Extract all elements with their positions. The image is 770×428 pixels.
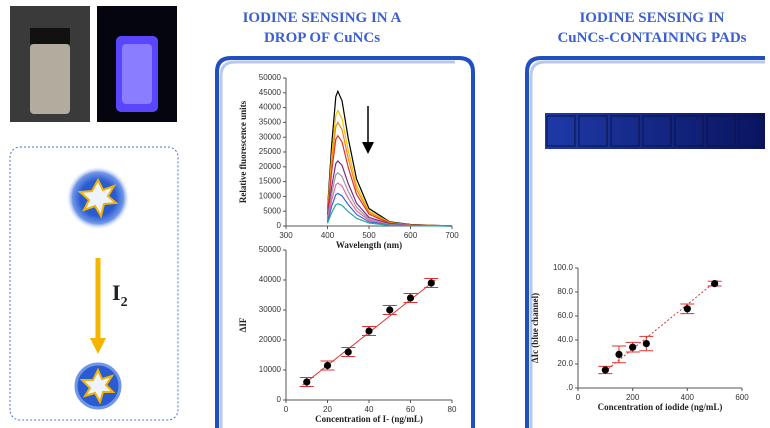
data-point <box>324 362 331 369</box>
x-tick-label: 600 <box>404 231 418 240</box>
x-tick-label: 200 <box>626 393 640 402</box>
y-tick-label: 20000 <box>259 162 282 171</box>
x-tick-label: 600 <box>735 393 749 402</box>
y-tick-label: 50000 <box>259 245 282 254</box>
y-tick-label: 20.0 <box>557 359 573 368</box>
y-tick-label: 20000 <box>259 335 282 344</box>
x-axis-label: Concentration of iodide (ng/mL) <box>598 402 723 412</box>
y-tick-label: 40000 <box>259 275 282 284</box>
x-tick-label: 400 <box>321 231 335 240</box>
x-tick-label: 500 <box>362 231 376 240</box>
data-point <box>303 378 310 385</box>
y-tick-label: 10000 <box>259 365 282 374</box>
data-point <box>407 294 414 301</box>
y-tick-label: 0 <box>277 395 282 404</box>
heading: DROP OF CuNCs <box>264 30 380 46</box>
heading: CuNCs-CONTAINING PADs <box>557 30 746 46</box>
trendline <box>605 280 717 371</box>
y-tick-label: 5000 <box>263 206 281 215</box>
y-tick-label: 30000 <box>259 305 282 314</box>
data-point <box>365 327 372 334</box>
nanocluster-after <box>76 364 120 408</box>
reagent-label: I2 <box>112 280 128 310</box>
y-axis-label: ΔIc (blue channel) <box>530 293 540 363</box>
x-axis-label: Wavelength (nm) <box>336 240 402 250</box>
data-point <box>629 344 636 351</box>
trend-arrowhead <box>362 142 374 154</box>
data-point <box>711 280 718 287</box>
x-tick-label: 80 <box>448 405 457 414</box>
x-tick-label: 20 <box>323 405 332 414</box>
data-point <box>602 366 609 373</box>
x-tick-label: 300 <box>279 231 293 240</box>
strip-label: 500 ng/mL <box>725 153 757 161</box>
y-tick-label: 10000 <box>259 192 282 201</box>
data-point <box>615 351 622 358</box>
spectrum-line <box>328 183 453 226</box>
y-tick-label: 25000 <box>259 147 282 156</box>
strip-label: 0 ng/mL <box>549 153 574 161</box>
y-tick-label: 100.0 <box>553 263 574 272</box>
heading: IODINE SENSING IN <box>579 10 724 26</box>
data-point <box>386 306 393 313</box>
nanocluster-before <box>66 166 130 230</box>
y-tick-label: 60.0 <box>557 311 573 320</box>
data-point <box>428 279 435 286</box>
x-axis-label: Concentration of I- (ng/mL) <box>315 414 423 424</box>
y-tick-label: 40.0 <box>557 335 573 344</box>
y-tick-label: 30000 <box>259 132 282 141</box>
x-tick-label: 0 <box>576 393 581 402</box>
data-point <box>684 305 691 312</box>
y-axis-label: Relative fluorescence units <box>238 100 248 203</box>
y-axis-label: ΔIF <box>238 317 248 332</box>
graphical-abstract: I2 IODINE SENSING IN A DROP OF CuNCs IOD… <box>0 0 770 428</box>
y-tick-label: 15000 <box>259 177 282 186</box>
x-tick-label: 700 <box>445 231 459 240</box>
y-tick-label: 80.0 <box>557 287 573 296</box>
x-tick-label: 40 <box>365 405 374 414</box>
y-tick-label: .0 <box>566 383 573 392</box>
heading: IODINE SENSING IN A <box>243 10 402 26</box>
reaction-arrowhead <box>90 338 106 354</box>
y-tick-label: 35000 <box>259 118 282 127</box>
data-point <box>345 348 352 355</box>
x-tick-label: 60 <box>406 405 415 414</box>
y-tick-label: 40000 <box>259 103 282 112</box>
vial-photos <box>10 6 177 122</box>
y-tick-label: 0 <box>277 221 282 230</box>
x-tick-label: 0 <box>284 405 289 414</box>
x-tick-label: 400 <box>681 393 695 402</box>
y-tick-label: 45000 <box>259 88 282 97</box>
data-point <box>643 340 650 347</box>
spectrum-line <box>328 173 453 226</box>
y-tick-label: 50000 <box>259 73 282 82</box>
